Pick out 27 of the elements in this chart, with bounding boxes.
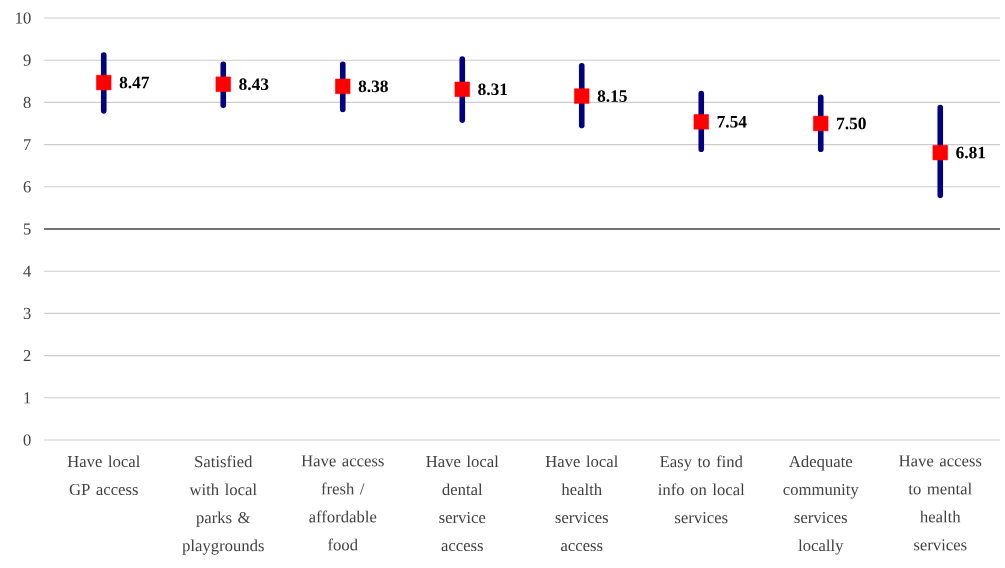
data-label: 6.81 xyxy=(956,146,986,159)
data-label: 7.54 xyxy=(717,115,747,128)
data-label: 8.15 xyxy=(597,90,627,102)
x-tick-label: Adequate community services locally xyxy=(783,455,859,555)
y-tick-label: 10 xyxy=(16,12,31,24)
y-tick-label: 5 xyxy=(23,223,31,235)
x-tick-label: Have local dental service access xyxy=(426,455,499,552)
y-tick-label: 6 xyxy=(23,181,31,193)
y-tick-label: 4 xyxy=(23,265,32,277)
y-tick-label: 1 xyxy=(24,392,31,404)
x-tick-label: Have local GP access xyxy=(67,455,140,496)
data-label: 8.38 xyxy=(358,80,388,93)
y-tick-label: 9 xyxy=(23,54,31,66)
y-tick-label: 2 xyxy=(23,350,31,362)
y-tick-label: 7 xyxy=(24,139,31,151)
y-tick-label: 0 xyxy=(23,434,31,446)
x-tick-label: Have access fresh / affordable food xyxy=(301,455,384,551)
y-tick-label: 8 xyxy=(23,96,31,109)
data-label: 8.47 xyxy=(119,76,150,89)
data-label: 8.43 xyxy=(239,78,269,91)
x-tick-label: Have local health services access xyxy=(545,455,618,552)
data-label: 7.50 xyxy=(837,117,866,130)
x-tick-label: Satisfied with local parks & playgrounds xyxy=(182,455,264,555)
x-tick-label: Have access to mental health services xyxy=(899,455,982,551)
y-tick-label: 3 xyxy=(23,307,31,319)
x-tick-label: Easy to find info on local services xyxy=(658,455,745,524)
data-label: 8.31 xyxy=(478,83,508,96)
